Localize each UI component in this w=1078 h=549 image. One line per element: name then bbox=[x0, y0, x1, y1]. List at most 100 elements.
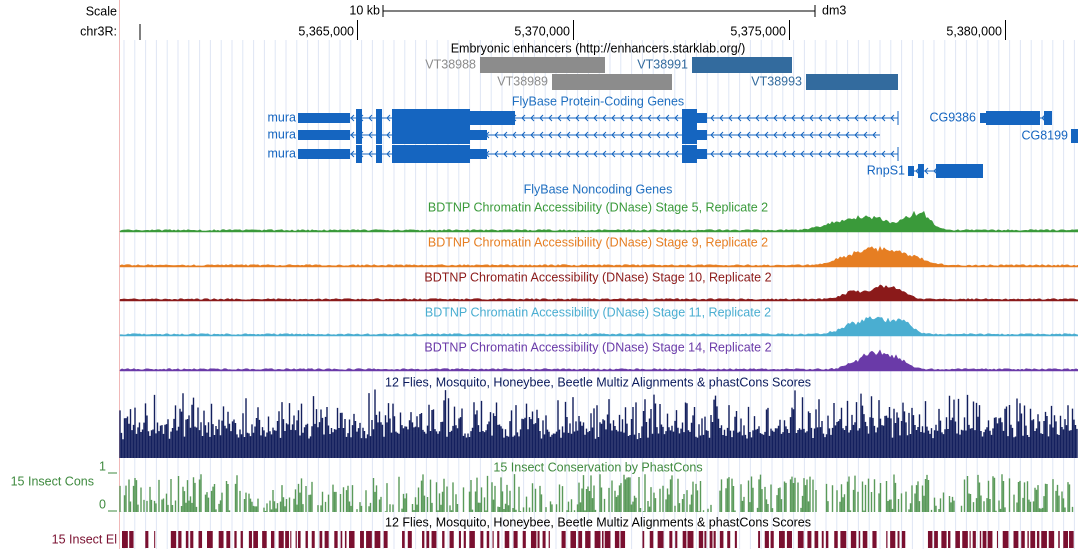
strand-arrow bbox=[710, 114, 715, 122]
element bbox=[1063, 531, 1069, 548]
element bbox=[190, 531, 194, 548]
element bbox=[262, 531, 267, 548]
exon bbox=[298, 130, 350, 140]
element bbox=[537, 531, 540, 548]
strand-arrow bbox=[674, 150, 679, 158]
strand-arrow bbox=[818, 114, 823, 122]
element bbox=[154, 531, 156, 548]
strand-arrow bbox=[368, 131, 373, 139]
gene-label: mura bbox=[268, 127, 297, 141]
signal bbox=[119, 284, 1078, 302]
strand-arrow bbox=[746, 131, 751, 139]
element bbox=[1021, 531, 1025, 548]
element bbox=[278, 531, 284, 548]
strand-arrow bbox=[782, 114, 787, 122]
element bbox=[311, 531, 315, 548]
strand-arrow bbox=[737, 150, 742, 158]
strand-arrow bbox=[503, 150, 508, 158]
strand-arrow bbox=[836, 150, 841, 158]
element bbox=[253, 531, 258, 548]
exon bbox=[980, 113, 986, 123]
strand-arrow bbox=[863, 114, 868, 122]
enhancer bbox=[806, 74, 898, 90]
element bbox=[522, 531, 526, 548]
strand-arrow bbox=[593, 131, 598, 139]
element bbox=[324, 531, 329, 548]
strand-arrow bbox=[872, 150, 877, 158]
element bbox=[934, 531, 938, 548]
element bbox=[1002, 531, 1009, 548]
element bbox=[290, 531, 292, 548]
strand-arrow bbox=[521, 150, 526, 158]
element bbox=[807, 531, 812, 548]
strand-arrow bbox=[638, 131, 643, 139]
strand-arrow bbox=[638, 114, 643, 122]
enhancer-label: VT38988 bbox=[425, 57, 476, 71]
strand-arrow bbox=[575, 114, 580, 122]
element bbox=[614, 531, 620, 548]
element bbox=[734, 531, 737, 548]
strand-arrow bbox=[665, 131, 670, 139]
strand-arrow bbox=[827, 114, 832, 122]
element bbox=[840, 531, 847, 548]
enhancer bbox=[552, 74, 672, 90]
strand-arrow bbox=[557, 150, 562, 158]
strand-arrow bbox=[845, 150, 850, 158]
element bbox=[513, 531, 518, 548]
strand-arrow bbox=[521, 114, 526, 122]
strand-arrow bbox=[530, 131, 535, 139]
strand-arrow bbox=[854, 150, 859, 158]
element bbox=[821, 531, 824, 548]
element bbox=[285, 531, 289, 548]
strand-arrow bbox=[494, 131, 499, 139]
element bbox=[426, 531, 430, 548]
strand-arrow bbox=[818, 131, 823, 139]
track-title: BDTNP Chromatin Accessibility (DNase) St… bbox=[425, 305, 771, 319]
scale-label: Scale bbox=[86, 4, 117, 18]
strand-arrow bbox=[845, 131, 850, 139]
element bbox=[713, 531, 716, 548]
enhancer bbox=[692, 57, 792, 73]
element bbox=[675, 531, 678, 548]
element bbox=[198, 531, 203, 548]
strand-arrow bbox=[656, 150, 661, 158]
strand-arrow bbox=[350, 131, 355, 139]
strand-arrow bbox=[503, 131, 508, 139]
gene-label: RnpS1 bbox=[867, 163, 905, 177]
element bbox=[240, 531, 243, 548]
element bbox=[178, 531, 182, 548]
exon bbox=[298, 149, 350, 159]
element bbox=[469, 531, 475, 548]
element bbox=[927, 531, 933, 548]
strand-arrow bbox=[611, 150, 616, 158]
strand-arrow bbox=[710, 131, 715, 139]
strand-arrow bbox=[728, 114, 733, 122]
element bbox=[778, 531, 785, 548]
strand-arrow bbox=[791, 150, 796, 158]
exon bbox=[376, 126, 382, 144]
strand-arrow bbox=[746, 114, 751, 122]
track-title: 12 Flies, Mosquito, Honeybee, Beetle Mul… bbox=[385, 515, 811, 529]
element bbox=[480, 531, 484, 548]
axis-label: 0 bbox=[99, 497, 106, 511]
exon bbox=[376, 109, 382, 127]
strand-arrow bbox=[809, 131, 814, 139]
element bbox=[407, 531, 412, 548]
element bbox=[901, 531, 906, 548]
strand-arrow bbox=[512, 131, 517, 139]
element bbox=[850, 531, 857, 548]
exon bbox=[392, 109, 470, 127]
strand-arrow bbox=[386, 131, 391, 139]
exon bbox=[936, 164, 983, 178]
strand-arrow bbox=[755, 114, 760, 122]
element bbox=[601, 531, 604, 548]
element bbox=[687, 531, 694, 548]
element bbox=[578, 531, 583, 548]
gene-label: CG8199 bbox=[1021, 128, 1068, 142]
strand-arrow bbox=[863, 150, 868, 158]
element bbox=[872, 531, 877, 548]
enhancer-label: VT38991 bbox=[637, 57, 688, 71]
strand-arrow bbox=[836, 131, 841, 139]
element bbox=[858, 531, 861, 548]
strand-arrow bbox=[809, 150, 814, 158]
